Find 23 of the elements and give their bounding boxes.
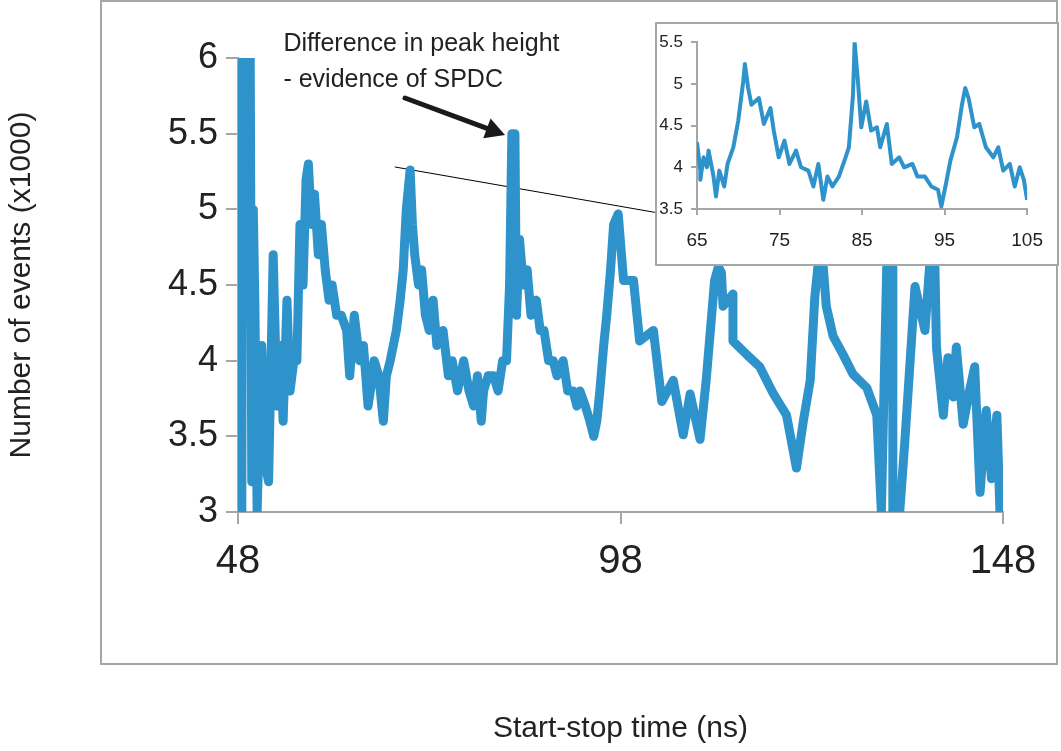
y-tick-label: 3.5	[659, 198, 683, 218]
x-tick-label: 48	[215, 537, 261, 582]
x-tick-label: 98	[598, 537, 643, 582]
y-tick-label: 5.5	[659, 31, 683, 51]
x-tick-label: 105	[1011, 228, 1043, 250]
y-axis-title: Number of events (x1000)	[3, 111, 37, 459]
x-tick-label: 65	[686, 228, 708, 250]
y-tick-label: 5	[197, 186, 218, 228]
x-tick-label: 85	[851, 228, 873, 250]
y-tick-label: 3	[197, 488, 218, 530]
y-tick-label: 4	[673, 156, 683, 176]
y-tick-label: 4	[197, 337, 218, 379]
y-tick-label: 4.5	[167, 261, 218, 303]
x-tick-label: 75	[768, 228, 791, 250]
y-tick-label: 5.5	[167, 110, 218, 152]
y-tick-label: 3.5	[167, 413, 218, 455]
y-tick-label: 5	[673, 73, 683, 93]
x-axis-title: Start-stop time (ns)	[492, 710, 749, 744]
x-tick-label: 95	[934, 228, 956, 250]
y-tick-label: 4.5	[659, 115, 683, 135]
annotation: Difference in peak height - evidence of SPDC	[283, 27, 560, 92]
y-tick-label: 6	[197, 34, 218, 76]
x-tick-label: 148	[969, 537, 1037, 582]
